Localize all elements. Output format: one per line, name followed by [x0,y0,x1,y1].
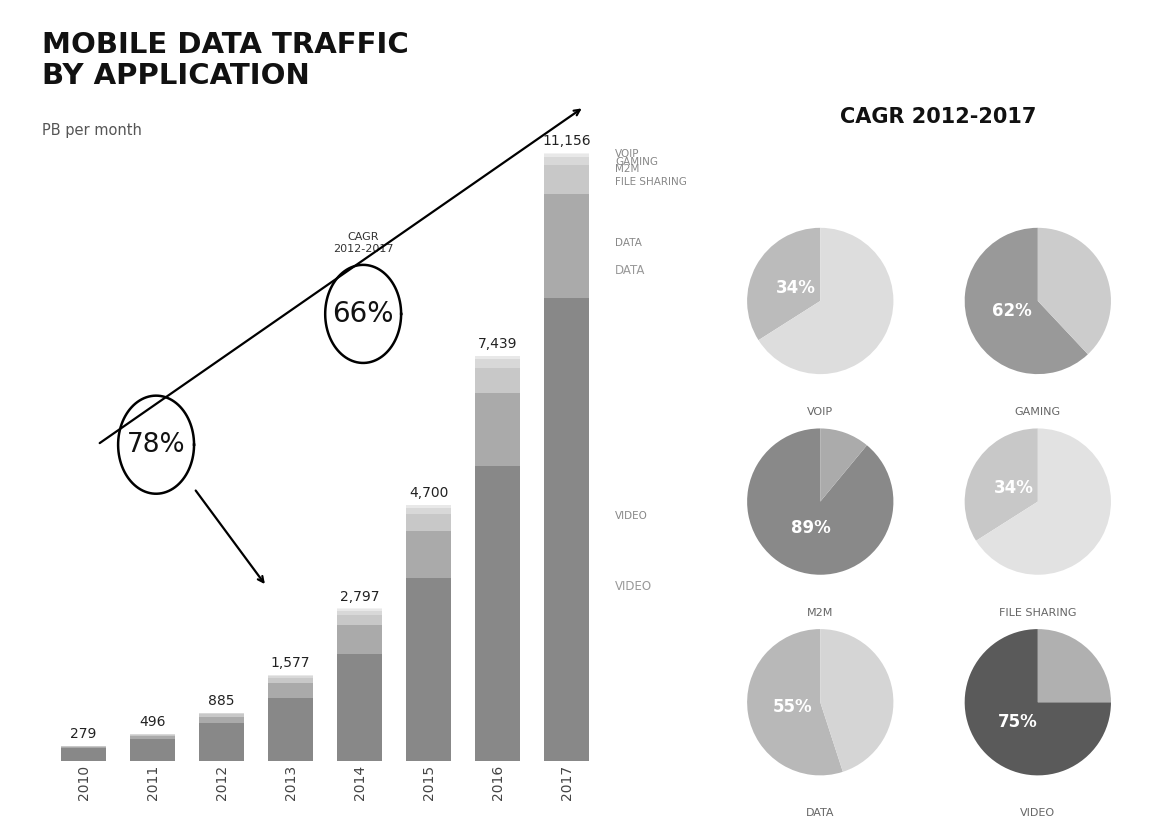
Text: 279: 279 [71,727,96,742]
Text: 78%: 78% [127,431,186,457]
Bar [475,394,520,466]
Wedge shape [1038,629,1111,702]
Bar [544,298,589,761]
Bar [338,655,382,761]
Bar [406,531,452,579]
Wedge shape [747,227,821,340]
Bar [544,166,589,194]
Text: PB per month: PB per month [42,123,142,138]
Text: 1,577: 1,577 [270,656,310,670]
Wedge shape [964,227,1088,374]
Bar [406,508,452,514]
Bar [475,359,520,368]
Wedge shape [821,428,867,502]
Bar [268,676,313,679]
Bar [268,698,313,761]
Wedge shape [759,227,894,374]
Text: GAMING: GAMING [615,157,659,167]
Wedge shape [976,428,1111,574]
Bar [61,748,106,761]
Text: FILE SHARING: FILE SHARING [1000,608,1076,618]
Bar [268,679,313,683]
Text: CAGR 2012-2017: CAGR 2012-2017 [840,107,1036,127]
Bar [544,156,589,166]
Bar [131,739,175,761]
Bar [544,194,589,298]
Wedge shape [1038,227,1111,354]
Wedge shape [747,428,894,574]
Bar [406,506,452,508]
Text: DATA: DATA [806,808,835,818]
Text: CAGR
2012-2017: CAGR 2012-2017 [333,232,394,254]
Text: VIDEO: VIDEO [1021,808,1055,818]
Bar [544,154,589,156]
Text: VOIP: VOIP [615,149,640,159]
Text: VOIP: VOIP [807,407,834,417]
Bar [268,675,313,676]
Text: 55%: 55% [773,697,813,716]
Text: VIDEO: VIDEO [615,511,648,521]
Bar [199,723,245,761]
Bar [131,735,175,736]
Text: MOBILE DATA TRAFFIC
BY APPLICATION: MOBILE DATA TRAFFIC BY APPLICATION [42,31,409,89]
Bar [406,514,452,531]
Bar [338,611,382,615]
Text: 885: 885 [208,694,235,708]
Text: 496: 496 [140,716,166,729]
Text: 66%: 66% [333,300,394,328]
Text: DATA: DATA [615,238,642,248]
Bar [338,609,382,611]
Bar [199,713,245,714]
Text: DATA: DATA [615,264,646,277]
Text: 2,797: 2,797 [340,590,380,604]
Text: 11,156: 11,156 [542,135,592,149]
Wedge shape [964,428,1038,541]
Bar [338,615,382,625]
Bar [131,736,175,739]
Text: 75%: 75% [998,713,1038,731]
Text: 34%: 34% [776,278,816,297]
Text: GAMING: GAMING [1015,407,1061,417]
Text: 62%: 62% [993,302,1031,320]
Wedge shape [964,629,1111,775]
Text: M2M: M2M [615,164,640,174]
Bar [475,356,520,359]
Text: 4,700: 4,700 [409,487,448,500]
Bar [268,683,313,698]
Wedge shape [821,629,894,772]
Text: 7,439: 7,439 [477,337,517,351]
Bar [338,625,382,655]
Text: FILE SHARING: FILE SHARING [615,177,687,187]
Text: VIDEO: VIDEO [615,580,653,593]
Bar [199,714,245,716]
Bar [475,368,520,394]
Text: 89%: 89% [791,519,830,537]
Text: 34%: 34% [994,479,1034,497]
Bar [406,579,452,761]
Bar [199,716,245,723]
Text: M2M: M2M [807,608,834,618]
Bar [475,466,520,761]
Bar [61,747,106,748]
Wedge shape [747,629,843,775]
